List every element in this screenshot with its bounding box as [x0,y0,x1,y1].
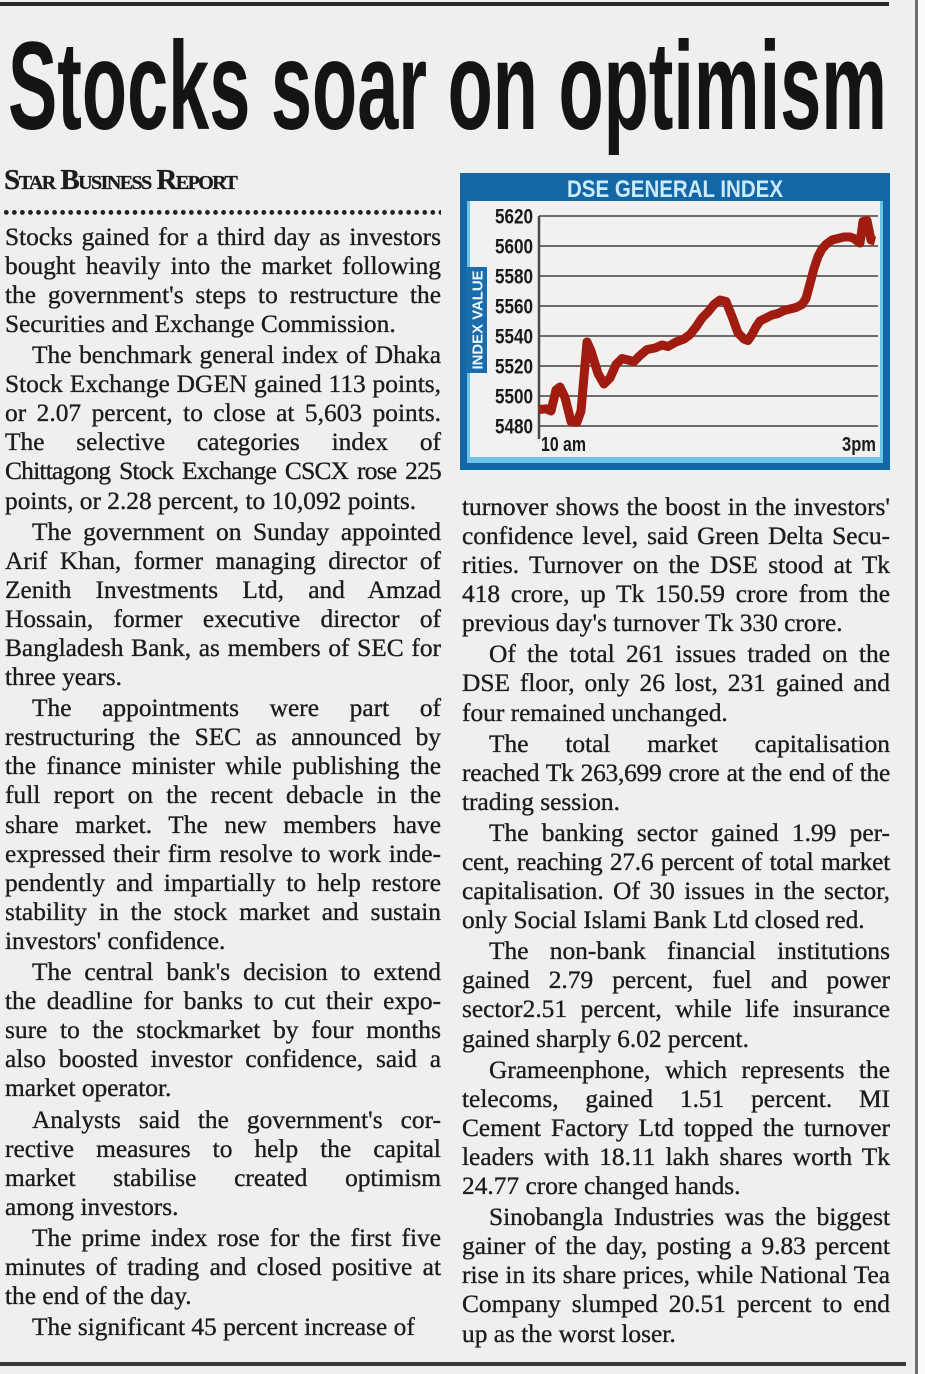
svg-text:5520: 5520 [495,356,533,379]
svg-text:DSE GENERAL INDEX: DSE GENERAL INDEX [567,176,783,203]
svg-text:5540: 5540 [495,326,533,349]
svg-text:10 am: 10 am [541,434,586,456]
svg-text:3pm: 3pm [842,434,876,456]
svg-text:5480: 5480 [495,416,533,439]
svg-text:Stocks soar on optimism: Stocks soar on optimism [8,17,887,156]
svg-text:5560: 5560 [495,296,533,319]
svg-text:5620: 5620 [495,206,533,229]
svg-text:5580: 5580 [495,266,533,289]
svg-text:5600: 5600 [495,236,533,259]
svg-text:INDEX VALUE: INDEX VALUE [470,271,487,370]
svg-text:5500: 5500 [495,386,533,409]
